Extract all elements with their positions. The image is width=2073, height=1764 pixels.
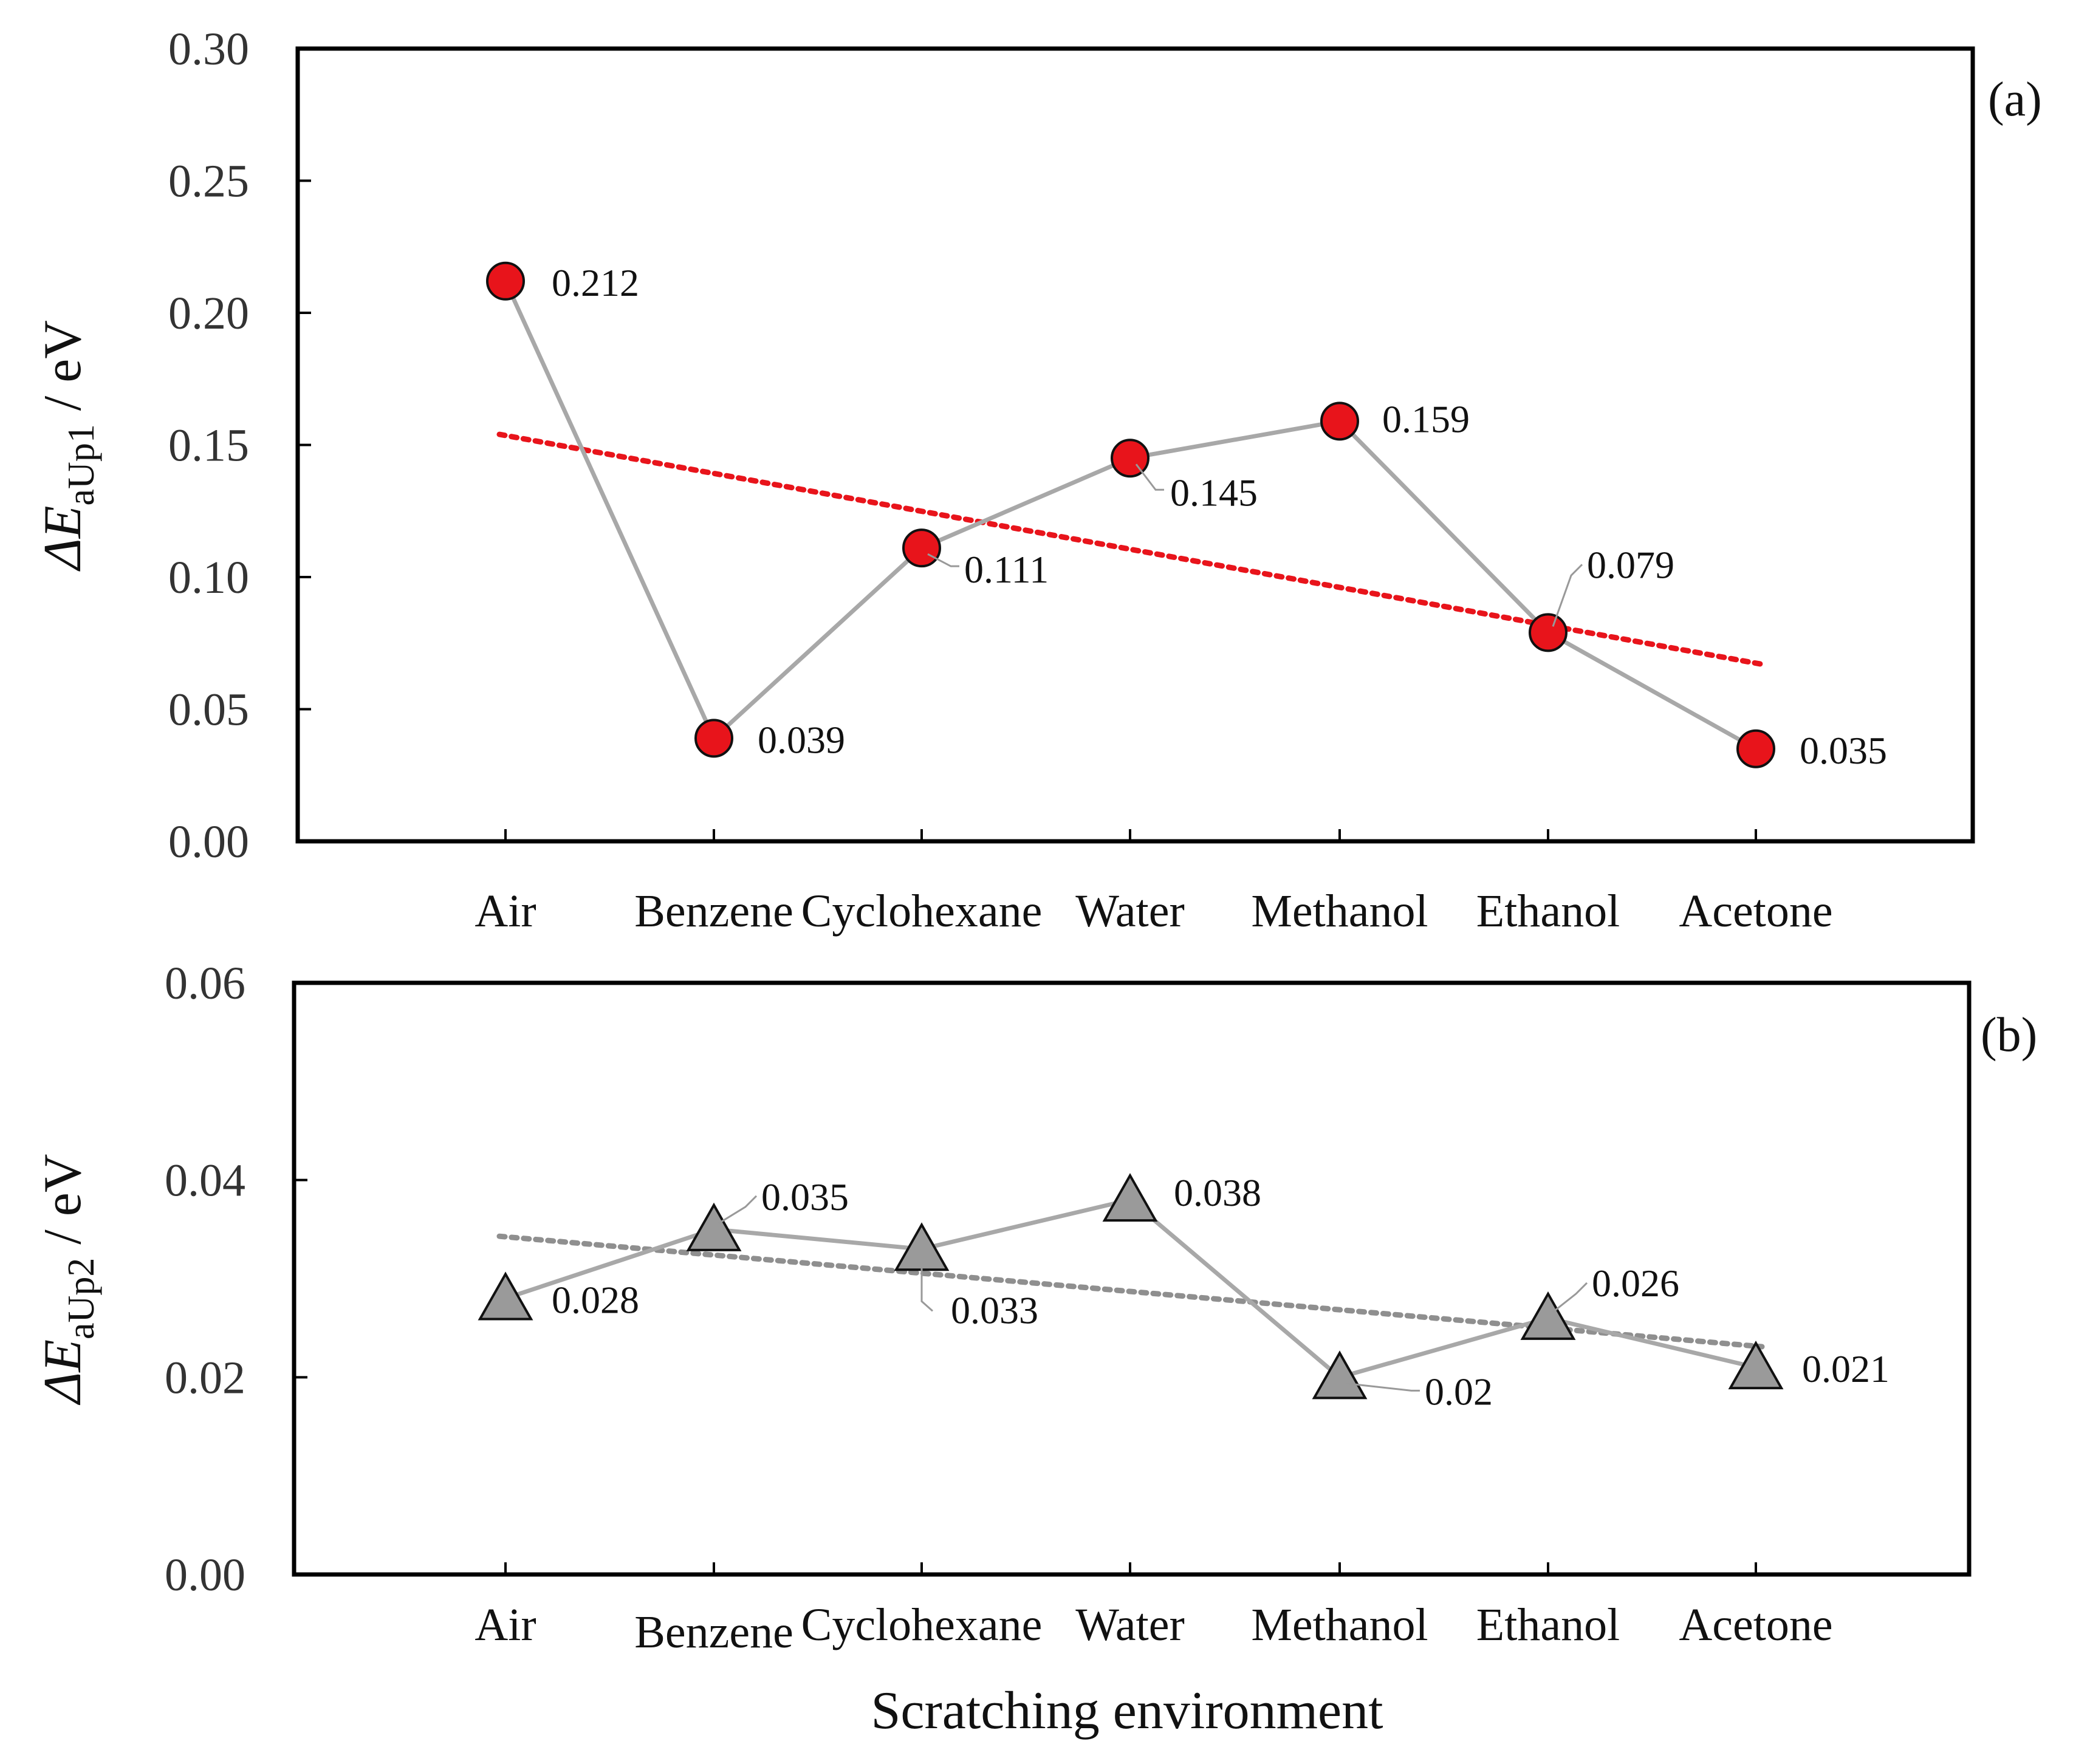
data-label: 0.039 bbox=[758, 718, 845, 761]
y-tick-label: 0.15 bbox=[168, 420, 249, 471]
data-label-leader bbox=[927, 553, 959, 567]
data-point bbox=[1312, 1350, 1368, 1400]
y-axis-title-subscript: aUp1 bbox=[61, 424, 102, 505]
data-label: 0.159 bbox=[1382, 397, 1470, 440]
data-point bbox=[1529, 613, 1568, 652]
data-label: 0.212 bbox=[552, 261, 639, 304]
x-axis-title: Scratching environment bbox=[871, 1681, 1383, 1740]
y-axis-title-main: ΔE bbox=[33, 505, 92, 571]
data-label: 0.033 bbox=[951, 1288, 1038, 1332]
data-point bbox=[1111, 439, 1150, 478]
data-point bbox=[694, 719, 733, 758]
data-label: 0.145 bbox=[1170, 471, 1258, 514]
x-tick-label: Ethanol bbox=[1476, 1599, 1620, 1650]
chart-panel-a: 0.00 0.05 0.10 0.15 0.20 0.25 0.30 Air Benzene Cy… bbox=[33, 24, 2042, 937]
data-label: 0.079 bbox=[1587, 543, 1674, 586]
y-tick-label: 0.02 bbox=[165, 1352, 245, 1403]
data-point bbox=[686, 1202, 742, 1251]
y-axis-title-unit: / eV bbox=[33, 1154, 92, 1258]
data-label-leader bbox=[718, 1195, 758, 1225]
data-label: 0.111 bbox=[964, 548, 1049, 591]
data-label: 0.035 bbox=[761, 1175, 849, 1219]
y-tick-label: 0.00 bbox=[168, 816, 249, 867]
x-tick-label: Air bbox=[475, 1599, 536, 1650]
data-label: 0.026 bbox=[1592, 1262, 1679, 1305]
data-label-leader bbox=[1552, 1282, 1588, 1313]
y-axis-title-main: ΔE bbox=[33, 1339, 92, 1405]
y-axis-title-unit: / eV bbox=[33, 320, 92, 424]
panel-label: (b) bbox=[1981, 1008, 2037, 1062]
y-tick-label: 0.10 bbox=[168, 552, 249, 603]
data-point bbox=[902, 528, 941, 568]
data-point bbox=[1736, 729, 1775, 768]
y-tick-label: 0.04 bbox=[165, 1155, 245, 1206]
x-tick-label: Acetone bbox=[1679, 886, 1832, 937]
x-tick-label: Methanol bbox=[1251, 1599, 1428, 1650]
data-point bbox=[478, 1271, 533, 1321]
x-tick-label: Cyclohexane bbox=[801, 1599, 1043, 1650]
x-tick-label: Water bbox=[1075, 1599, 1185, 1650]
trendline bbox=[496, 1233, 1765, 1350]
panel-label: (a) bbox=[1988, 73, 2042, 126]
data-point bbox=[1520, 1291, 1576, 1340]
x-tick-label: Ethanol bbox=[1476, 886, 1620, 937]
data-label: 0.02 bbox=[1425, 1370, 1493, 1413]
y-tick-label: 0.30 bbox=[168, 24, 249, 75]
x-tick-label: Benzene bbox=[634, 1607, 793, 1658]
data-label: 0.028 bbox=[552, 1278, 639, 1321]
data-label: 0.038 bbox=[1174, 1171, 1261, 1214]
y-tick-label: 0.20 bbox=[168, 288, 249, 339]
x-tick-label: Cyclohexane bbox=[801, 886, 1043, 937]
data-label-leader bbox=[920, 1267, 933, 1312]
data-label-leader bbox=[1135, 463, 1164, 491]
y-axis-title: ΔEaUp1 / eV bbox=[33, 320, 102, 572]
x-tick-label: Acetone bbox=[1679, 1599, 1832, 1650]
data-label-leader bbox=[1345, 1382, 1420, 1392]
data-label: 0.021 bbox=[1802, 1347, 1890, 1390]
data-label-leader bbox=[1552, 564, 1583, 627]
x-tick-label: Methanol bbox=[1251, 886, 1428, 937]
data-point bbox=[1102, 1173, 1158, 1222]
y-tick-label: 0.06 bbox=[165, 958, 245, 1009]
series-line bbox=[503, 280, 1757, 751]
chart-panel-b: 0.00 0.02 0.04 0.06 Air Benzene Cyclohexane Wat… bbox=[33, 958, 2037, 1658]
series-line bbox=[504, 1197, 1756, 1380]
plot-frame-b bbox=[292, 980, 1972, 1577]
y-tick-label: 0.00 bbox=[165, 1550, 245, 1601]
y-axis-title: ΔEaUp2 / eV bbox=[33, 1154, 102, 1406]
data-point bbox=[1728, 1341, 1784, 1390]
data-label: 0.035 bbox=[1800, 729, 1887, 772]
x-tick-label: Water bbox=[1075, 886, 1185, 937]
y-tick-label: 0.25 bbox=[168, 156, 249, 207]
x-tick-label: Air bbox=[475, 886, 536, 937]
y-axis-title-subscript: aUp2 bbox=[61, 1258, 102, 1339]
data-point bbox=[1320, 402, 1359, 441]
y-tick-label: 0.05 bbox=[168, 685, 249, 736]
x-tick-label: Benzene bbox=[634, 886, 793, 937]
data-point bbox=[486, 261, 525, 301]
